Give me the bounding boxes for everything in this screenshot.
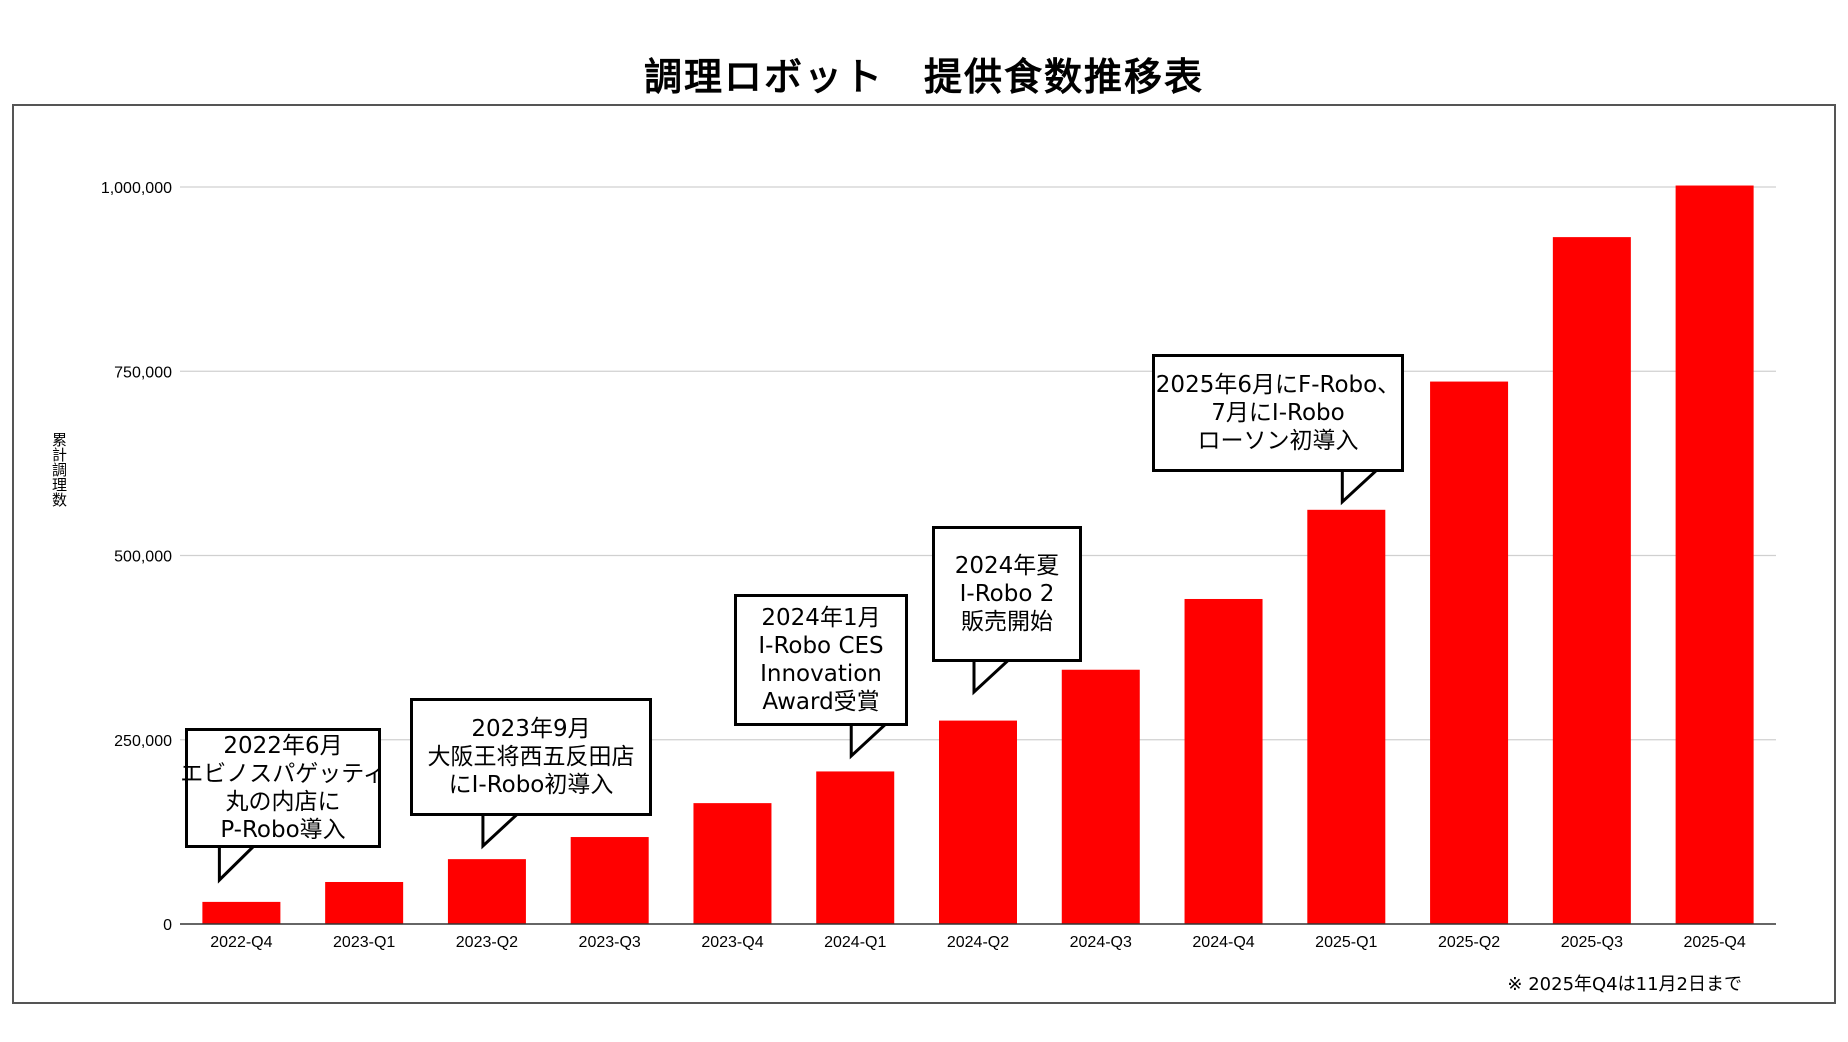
callout-line: エビノスパゲッティ <box>180 761 386 787</box>
chart-title: 調理ロボット 提供食数推移表 <box>643 55 1204 99</box>
callout-line: P-Robo導入 <box>220 817 346 843</box>
callout-2024-summer: 2024年夏 I-Robo 2 販売開始 <box>932 526 1082 662</box>
bar <box>202 901 281 924</box>
x-tick-label: 2022-Q4 <box>210 934 272 951</box>
bar <box>693 803 772 924</box>
y-tick-label: 750,000 <box>114 364 172 381</box>
callout-line: 2022年6月 <box>223 733 343 759</box>
callout-line: 2025年6月にF-Robo、 <box>1155 372 1401 398</box>
x-tick-label: 2025-Q4 <box>1683 934 1745 951</box>
footnote: ※ 2025年Q4は11月2日まで <box>1507 974 1742 995</box>
bar <box>1184 598 1263 924</box>
y-tick-label: 250,000 <box>114 733 172 750</box>
x-tick-label: 2025-Q1 <box>1315 934 1377 951</box>
bar <box>1552 237 1631 925</box>
callout-2023-sep: 2023年9月 大阪王将西五反田店 にI-Robo初導入 <box>410 698 652 816</box>
callout-line: 大阪王将西五反田店 <box>427 744 635 770</box>
bar <box>1061 669 1140 924</box>
x-tick-label: 2025-Q3 <box>1561 934 1623 951</box>
chart-frame <box>12 104 1836 1004</box>
bar <box>447 859 526 924</box>
y-tick-label: 1,000,000 <box>101 180 172 197</box>
callout-2024-jan: 2024年1月 I-Robo CES Innovation Award受賞 <box>734 594 908 726</box>
x-tick-label: 2025-Q2 <box>1438 934 1500 951</box>
x-tick-label: 2023-Q1 <box>333 934 395 951</box>
callout-2025-jun: 2025年6月にF-Robo、 7月にI-Robo ローソン初導入 <box>1152 354 1404 472</box>
callout-line: I-Robo CES <box>758 633 884 659</box>
callout-tail-outline <box>481 813 518 850</box>
bar <box>1430 381 1509 924</box>
bar <box>939 720 1017 924</box>
callout-tail-outline <box>1340 469 1378 506</box>
bar <box>325 881 404 924</box>
callout-line: 販売開始 <box>961 609 1053 635</box>
callout-line: 2023年9月 <box>471 716 591 742</box>
callout-line: 丸の内店に <box>225 789 341 815</box>
bar <box>1675 185 1754 924</box>
bar <box>1307 509 1386 924</box>
x-tick-label: 2023-Q4 <box>701 934 763 951</box>
callout-line: にI-Robo初導入 <box>448 772 614 798</box>
callout-tail-outline <box>217 845 255 884</box>
callout-line: Award受賞 <box>762 689 880 715</box>
x-tick-label: 2024-Q4 <box>1192 934 1254 951</box>
x-tick-label: 2024-Q3 <box>1070 934 1132 951</box>
callout-line: 2024年夏 <box>954 553 1060 579</box>
bar <box>570 837 649 924</box>
x-tick-label: 2024-Q1 <box>824 934 886 951</box>
y-axis-label: 累計調理数 <box>50 432 68 507</box>
x-tick-label: 2024-Q2 <box>947 934 1009 951</box>
bar <box>816 771 895 924</box>
x-tick-label: 2023-Q3 <box>579 934 641 951</box>
callout-2022-jun: 2022年6月 エビノスパゲッティ 丸の内店に P-Robo導入 <box>180 728 386 848</box>
callout-line: 2024年1月 <box>761 605 881 631</box>
callout-tail-outline <box>849 723 887 760</box>
y-tick-label: 500,000 <box>114 549 172 566</box>
callout-line: ローソン初導入 <box>1197 428 1359 454</box>
callout-line: I-Robo 2 <box>959 581 1055 607</box>
x-tick-label: 2023-Q2 <box>456 934 518 951</box>
y-tick-label: 0 <box>163 917 172 934</box>
callout-line: Innovation <box>760 661 882 687</box>
callout-line: 7月にI-Robo <box>1211 400 1345 426</box>
callout-tail-outline <box>972 659 1010 696</box>
